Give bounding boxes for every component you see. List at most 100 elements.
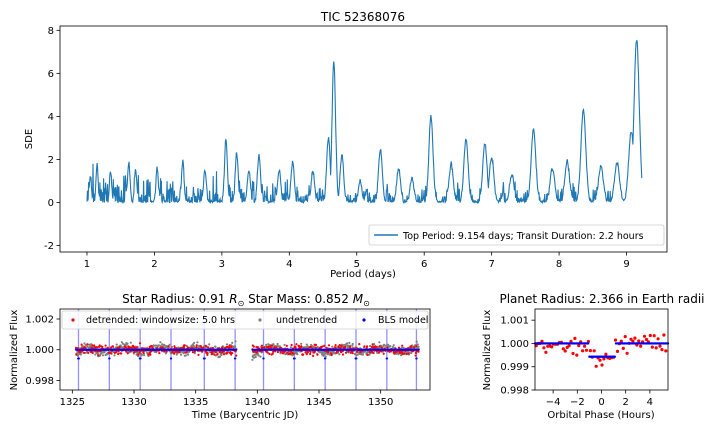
bls-model-point [292, 348, 295, 351]
x-tick-label: 1330 [121, 397, 146, 408]
detrended-point [199, 345, 202, 348]
detrended-point [195, 344, 198, 347]
phasefold-title: Planet Radius: 2.366 in Earth radii [499, 292, 704, 306]
undetrended-point [164, 352, 167, 355]
x-tick-label: 2 [622, 397, 628, 408]
detrended-point [366, 353, 369, 356]
detrended-point [124, 346, 128, 349]
detrended-point [378, 345, 381, 348]
detrended-point [138, 342, 142, 345]
detrended-point [202, 346, 205, 349]
detrended-point [316, 353, 319, 356]
phasefold-frame [534, 308, 669, 391]
detrended-point [273, 346, 276, 349]
bls-model-point [415, 357, 418, 360]
detrended-point [83, 351, 86, 354]
undetrended-point [214, 345, 217, 348]
bls-model-point [417, 348, 420, 351]
detrended-point [101, 345, 104, 348]
lightcurve-xlabel: Time (Barycentric JD) [191, 410, 299, 421]
y-tick-label: -2 [44, 241, 54, 252]
undetrended-point [103, 351, 106, 354]
detrended-point [403, 352, 406, 355]
star-radius-unit: R [229, 292, 237, 306]
phasefold-data-point [584, 348, 589, 352]
detrended-point [117, 352, 120, 356]
undetrended-point [397, 353, 400, 356]
phasefold-data-point [639, 344, 643, 348]
undetrended-point [79, 353, 82, 356]
phasefold-data-point [569, 339, 573, 343]
bls-model-point [235, 348, 238, 351]
detrended-point [349, 345, 352, 348]
bls-model-point [78, 357, 80, 360]
phasefold-data-point [575, 353, 579, 357]
phasefold-data-point [656, 337, 660, 341]
undetrended-point [369, 344, 372, 348]
undetrended-point [351, 342, 354, 346]
phasefold-data-point [625, 351, 629, 355]
undetrended-point [147, 354, 150, 358]
detrended-point [334, 344, 337, 347]
phasefold-xlabel: Orbital Phase (Hours) [547, 410, 654, 421]
phasefold-data-point [534, 344, 538, 348]
undetrended-point [146, 351, 149, 354]
undetrended-point [192, 344, 195, 347]
periodogram-panel: TIC 52368076 1 2 3 4 5 6 7 8 9 -2 0 2 4 6 8 Period (da… [24, 10, 668, 280]
detrended-point [126, 352, 129, 355]
detrended-point [163, 350, 166, 353]
undetrended-point [120, 341, 123, 344]
lightcurve-legend: detrended: windowsize: 5.0 hrs undetrend… [61, 310, 428, 330]
detrended-point [185, 350, 188, 353]
detrended-point [294, 346, 297, 350]
undetrended-point [208, 343, 211, 346]
undetrended-point [265, 343, 268, 346]
bls-model-point [139, 357, 142, 360]
detrended-point [104, 344, 107, 347]
phasefold-data-point [652, 334, 656, 338]
phasefold-data-point [658, 344, 662, 348]
undetrended-point [234, 340, 237, 343]
phasefold-data-point [544, 350, 548, 354]
detrended-point [339, 346, 342, 349]
x-tick-label: 4 [286, 259, 292, 270]
undetrended-point [113, 354, 116, 357]
detrended-point [415, 344, 418, 348]
detrended-point [197, 353, 200, 356]
detrended-point [210, 353, 213, 356]
detrended-point [231, 352, 234, 355]
detrended-point [400, 351, 403, 354]
phasefold-data-point [642, 334, 647, 338]
detrended-point [338, 344, 341, 347]
detrended-point [272, 350, 275, 353]
phasefold-data-point [567, 344, 571, 348]
bls-model-point [203, 357, 206, 360]
undetrended-point [177, 346, 180, 349]
star-radius-label: Star Radius: 0.91 [122, 292, 229, 306]
detrended-point [120, 352, 123, 355]
undetrended-point [129, 341, 132, 344]
detrended-point [302, 353, 305, 356]
detrended-point [268, 352, 271, 355]
detrended-point [407, 352, 410, 355]
detrended-point [191, 351, 195, 354]
undetrended-point [415, 340, 418, 343]
phasefold-data-point [604, 352, 608, 356]
detrended-point [413, 346, 416, 349]
phasefold-data-point [648, 333, 652, 338]
phasefold-data-point [660, 348, 664, 352]
detrended-point [327, 351, 330, 354]
bls-model-point [76, 348, 79, 351]
x-tick-label: −2 [570, 397, 585, 408]
phasefold-series [533, 333, 670, 368]
phasefold-data-point [588, 349, 593, 353]
detrended-point [300, 345, 303, 348]
detrended-point [205, 352, 209, 355]
bls-model-point [138, 348, 141, 351]
phasefold-data-point [550, 345, 554, 349]
star-mass-unit: M [353, 292, 364, 306]
periodogram-ticks: 1 2 3 4 5 6 7 8 9 -2 0 2 4 6 8 [44, 26, 630, 270]
periodogram-ylabel: SDE [24, 129, 35, 149]
detrended-point [337, 346, 340, 349]
